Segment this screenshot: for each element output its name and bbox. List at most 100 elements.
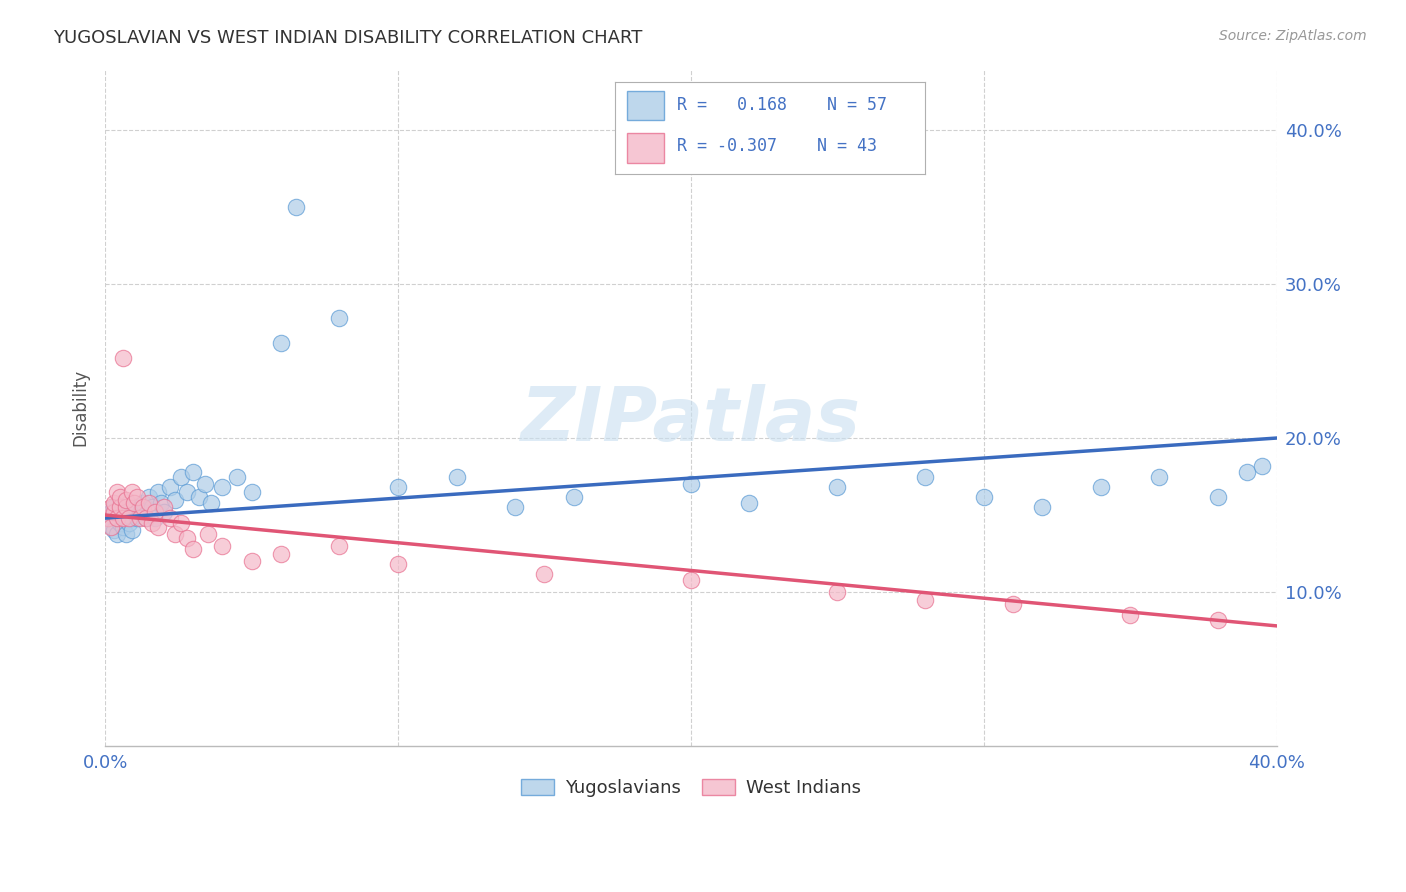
Point [111,351,134,365]
Point [170,516,193,530]
Point [1119,608,1142,623]
Point [108,516,131,530]
Point [124,496,146,510]
Point [328,310,350,325]
Text: YUGOSLAVIAN VS WEST INDIAN DISABILITY CORRELATION CHART: YUGOSLAVIAN VS WEST INDIAN DISABILITY CO… [53,29,643,46]
Point [127,511,149,525]
Point [200,496,222,510]
Point [270,335,292,350]
Point [284,200,307,214]
Point [103,496,125,510]
Point [114,500,136,515]
Point [1149,469,1171,483]
Point [226,469,249,483]
Point [141,516,163,530]
Text: Source: ZipAtlas.com: Source: ZipAtlas.com [1219,29,1367,43]
Point [100,500,122,515]
Point [211,480,233,494]
Point [108,500,131,515]
Point [146,484,169,499]
Point [121,524,143,538]
Point [181,465,204,479]
Point [141,500,163,515]
Point [181,541,204,556]
Point [129,511,152,525]
Point [103,505,125,519]
Point [170,469,193,483]
Point [159,511,181,525]
Point [135,511,157,525]
Point [328,539,350,553]
Point [159,480,181,494]
Point [117,516,139,530]
Point [914,592,936,607]
Point [127,490,149,504]
Point [105,511,128,525]
Legend: Yugoslavians, West Indians: Yugoslavians, West Indians [515,772,868,805]
Point [152,505,174,519]
Point [270,547,292,561]
Point [679,477,702,491]
Point [176,531,198,545]
Point [149,496,172,510]
Point [97,511,120,525]
Point [105,484,128,499]
Y-axis label: Disability: Disability [72,368,89,446]
Point [211,539,233,553]
Point [121,511,143,525]
Point [1031,500,1053,515]
Point [105,526,128,541]
Text: ZIPatlas: ZIPatlas [520,384,860,458]
Point [165,526,187,541]
Point [146,520,169,534]
Point [114,492,136,507]
Point [152,500,174,515]
Point [503,500,526,515]
Point [187,490,209,504]
Point [446,469,468,483]
Point [105,511,128,525]
Point [108,490,131,504]
Point [117,505,139,519]
Point [143,511,166,525]
Point [117,511,139,525]
Point [111,511,134,525]
Point [827,480,849,494]
Point [679,573,702,587]
Point [103,524,125,538]
Point [197,526,219,541]
Point [100,520,122,534]
Point [97,511,120,525]
Point [143,505,166,519]
Point [1090,480,1112,494]
Point [738,496,761,510]
Point [114,526,136,541]
Point [114,511,136,525]
Point [121,484,143,499]
Point [135,511,157,525]
Point [129,505,152,519]
Point [165,492,187,507]
Point [132,500,155,515]
Point [1002,598,1025,612]
Point [562,490,585,504]
Point [240,484,263,499]
Point [827,585,849,599]
Point [100,518,122,533]
Point [176,484,198,499]
Point [194,477,217,491]
Point [108,505,131,519]
Point [1206,613,1229,627]
Point [111,520,134,534]
Point [138,490,160,504]
Point [533,566,555,581]
Point [138,496,160,510]
Point [100,505,122,519]
Point [387,480,409,494]
Point [973,490,995,504]
Point [240,554,263,568]
Point [1206,490,1229,504]
Point [387,558,409,572]
Point [103,500,125,515]
Point [1251,458,1274,473]
